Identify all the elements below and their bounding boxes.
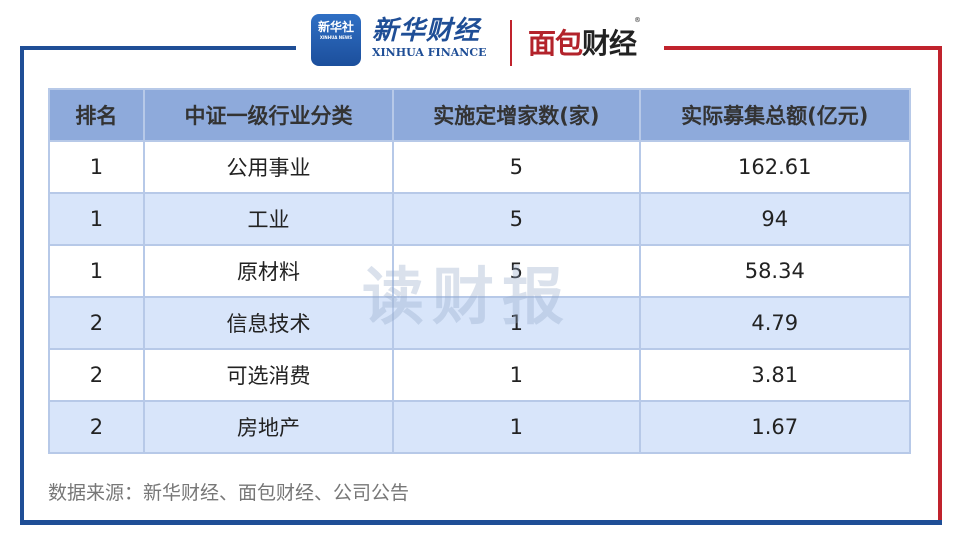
cell-rank: 2 — [48, 348, 145, 402]
cell-amount: 58.34 — [638, 244, 912, 298]
cell-industry: 房地产 — [142, 400, 395, 454]
registered-mark: ® — [634, 16, 641, 24]
xinhua-finance-logo-cn: 新华财经 — [372, 16, 481, 46]
header-rank: 排名 — [48, 88, 145, 142]
table-row: 1 公用事业 5 162.61 — [48, 140, 912, 194]
cell-amount: 3.81 — [638, 348, 912, 402]
xinhua-news-logo-cn: 新华社 — [317, 20, 354, 34]
cell-amount: 94 — [638, 192, 912, 246]
frame-bottom-border — [20, 520, 942, 525]
cell-count: 1 — [392, 296, 641, 350]
cell-industry: 工业 — [142, 192, 395, 246]
header-industry: 中证一级行业分类 — [142, 88, 395, 142]
table-row: 1 原材料 5 58.34 — [48, 244, 912, 298]
header-count: 实施定增家数(家) — [392, 88, 641, 142]
cell-count: 1 — [392, 348, 641, 402]
header-amount: 实际募集总额(亿元) — [638, 88, 912, 142]
cell-industry: 信息技术 — [142, 296, 395, 350]
xinhua-finance-logo: 新华财经 XINHUA FINANCE — [372, 16, 487, 60]
mianbao-logo-red: 面包 — [528, 27, 583, 60]
cell-rank: 1 — [48, 244, 145, 298]
cell-rank: 2 — [48, 400, 145, 454]
xinhua-finance-logo-en: XINHUA FINANCE — [372, 46, 487, 59]
xinhua-news-logo: 新华社 XINHUA NEWS — [311, 14, 361, 66]
table-row: 2 信息技术 1 4.79 — [48, 296, 912, 350]
cell-industry: 原材料 — [142, 244, 395, 298]
cell-count: 1 — [392, 400, 641, 454]
xinhua-news-logo-en: XINHUA NEWS — [319, 35, 353, 40]
logo-divider — [510, 20, 512, 66]
table-header-row: 排名 中证一级行业分类 实施定增家数(家) 实际募集总额(亿元) — [48, 88, 912, 142]
cell-amount: 4.79 — [638, 296, 912, 350]
cell-rank: 2 — [48, 296, 145, 350]
frame-right-border — [938, 46, 942, 524]
source-note: 数据来源：新华财经、面包财经、公司公告 — [48, 482, 410, 504]
cell-count: 5 — [392, 140, 641, 194]
frame-top-left-border — [20, 46, 296, 50]
table-row: 2 可选消费 1 3.81 — [48, 348, 912, 402]
cell-count: 5 — [392, 244, 641, 298]
cell-industry: 可选消费 — [142, 348, 395, 402]
cell-rank: 1 — [48, 192, 145, 246]
table-row: 1 工业 5 94 — [48, 192, 912, 246]
data-table: 排名 中证一级行业分类 实施定增家数(家) 实际募集总额(亿元) 1 公用事业 5 1… — [48, 88, 912, 454]
cell-amount: 162.61 — [638, 140, 912, 194]
cell-count: 5 — [392, 192, 641, 246]
cell-amount: 1.67 — [638, 400, 912, 454]
cell-rank: 1 — [48, 140, 145, 194]
frame-left-border — [20, 46, 24, 524]
mianbao-finance-logo: 面包财经 ® — [528, 16, 641, 62]
mianbao-logo-dark: 财经 — [582, 27, 637, 60]
table-row: 2 房地产 1 1.67 — [48, 400, 912, 454]
frame-top-right-border — [664, 46, 942, 50]
cell-industry: 公用事业 — [142, 140, 395, 194]
